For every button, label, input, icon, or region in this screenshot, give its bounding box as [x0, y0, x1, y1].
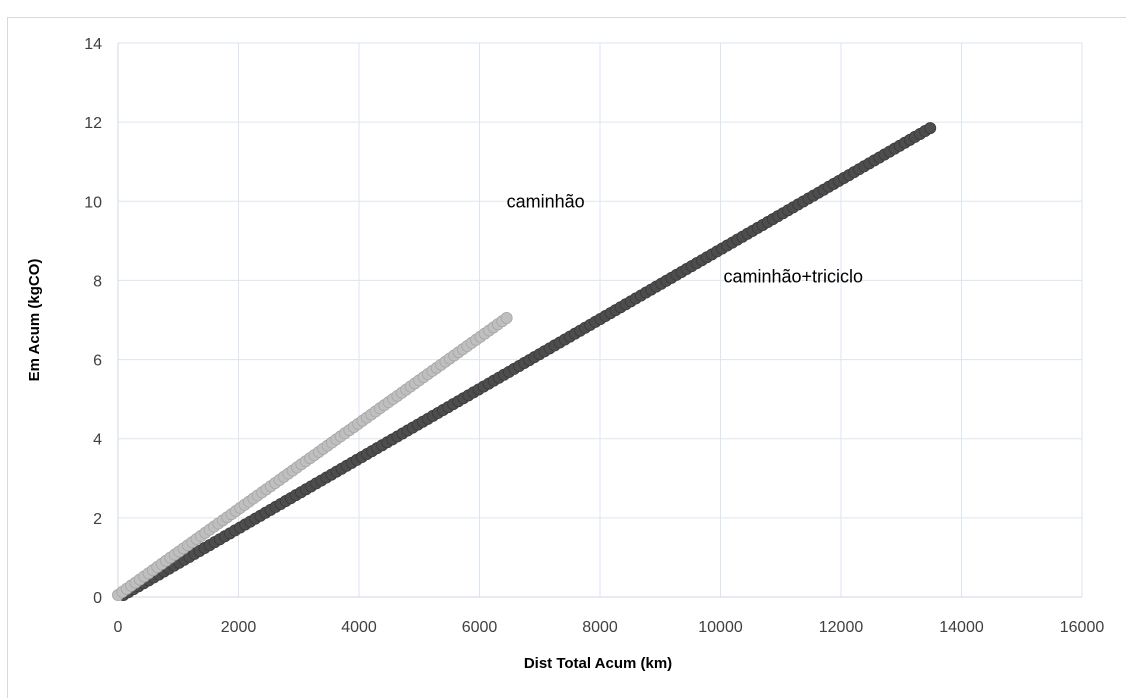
series-caminhao-triciclo [117, 122, 937, 602]
annotation-caminhao-triciclo: caminhão+triciclo [724, 266, 864, 286]
y-tick-label: 0 [93, 590, 102, 607]
tick-labels: 0 2000 4000 6000 8000 10000 12000 14000 16000 0 2 4… [84, 36, 1104, 636]
axes [117, 43, 1082, 598]
series-caminhao [112, 312, 513, 602]
y-tick-label: 10 [84, 194, 102, 211]
data-point [924, 122, 937, 135]
y-tick-label: 8 [93, 273, 102, 290]
x-axis-title: Dist Total Acum (km) [524, 655, 672, 672]
x-tick-label: 16000 [1060, 619, 1105, 636]
y-axis-title: Em Acum (kgCO) [26, 259, 43, 382]
grid-lines [118, 42, 1083, 597]
data-point [500, 312, 513, 325]
y-tick-label: 4 [93, 432, 102, 449]
annotations: caminhão caminhão+triciclo [507, 191, 863, 286]
y-tick-label: 6 [93, 353, 102, 370]
x-tick-label: 4000 [341, 619, 377, 636]
series-points [112, 122, 937, 602]
y-tick-label: 12 [84, 115, 102, 132]
x-tick-label: 14000 [939, 619, 984, 636]
annotation-caminhao: caminhão [507, 191, 585, 211]
chart-frame [7, 17, 1126, 698]
x-tick-label: 0 [114, 619, 123, 636]
y-tick-label: 2 [93, 511, 102, 528]
x-tick-label: 10000 [698, 619, 743, 636]
x-tick-label: 2000 [221, 619, 257, 636]
y-tick-label: 14 [84, 36, 102, 53]
x-tick-label: 6000 [462, 619, 498, 636]
x-tick-label: 8000 [582, 619, 618, 636]
x-tick-label: 12000 [819, 619, 864, 636]
